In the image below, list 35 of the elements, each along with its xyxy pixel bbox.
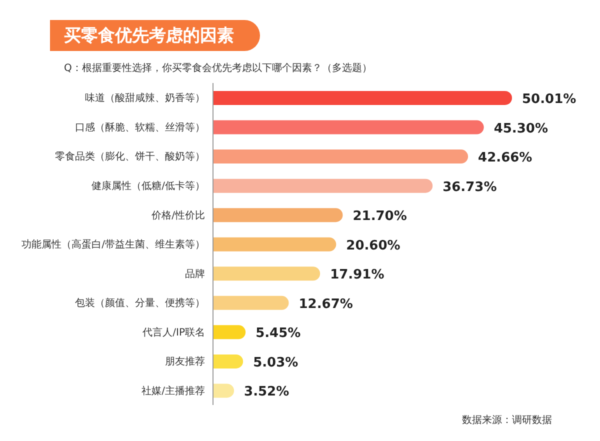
data-label: 21.70% [352,209,407,224]
data-label: 5.45% [256,326,301,342]
y-tick-label: 口感（酥脆、软糯、丝滑等） [75,121,205,134]
y-tick-label: 价格/性价比 [150,209,205,222]
bar [213,208,343,222]
data-label: 36.73% [442,180,497,195]
y-tick-label: 健康属性（低糖/低卡等） [92,180,205,192]
chart-subtitle: Q：根据重要性选择，你买零食会优先考虑以下哪个因素？（多选题） [64,62,373,75]
data-label: 42.66% [478,150,532,166]
y-tick-label: 味道（酸甜咸辣、奶香等） [85,92,205,104]
data-label: 45.30% [494,121,548,136]
source-note: 数据来源：调研数据 [462,414,552,427]
bar [213,150,468,164]
bar [213,91,512,105]
data-label: 3.52% [244,384,290,400]
bar [213,296,289,310]
bar [213,354,244,368]
data-label: 12.67% [298,296,353,312]
bar [213,178,433,193]
data-label: 5.03% [253,355,298,370]
bar [213,237,336,252]
y-tick-label: 朋友推荐 [165,356,205,368]
bar [213,266,320,281]
bar [213,120,484,134]
y-tick-label: 零食品类（膨化、饼干、酸奶等） [55,150,205,163]
y-tick-label: 社媒/主播推荐 [142,384,205,397]
y-tick-label: 包装（颜值、分量、便携等） [75,297,205,310]
y-tick-label: 品牌 [185,268,205,280]
bar [213,325,246,340]
chart-title: 买零食优先考虑的因素 [50,20,260,51]
data-label: 50.01% [522,92,576,107]
y-tick-label: 功能属性（高蛋白/带益生菌、维生素等） [22,238,205,251]
data-label: 20.60% [346,238,400,254]
data-label: 17.91% [330,268,384,283]
y-tick-label: 代言人/IP联名 [142,326,205,338]
